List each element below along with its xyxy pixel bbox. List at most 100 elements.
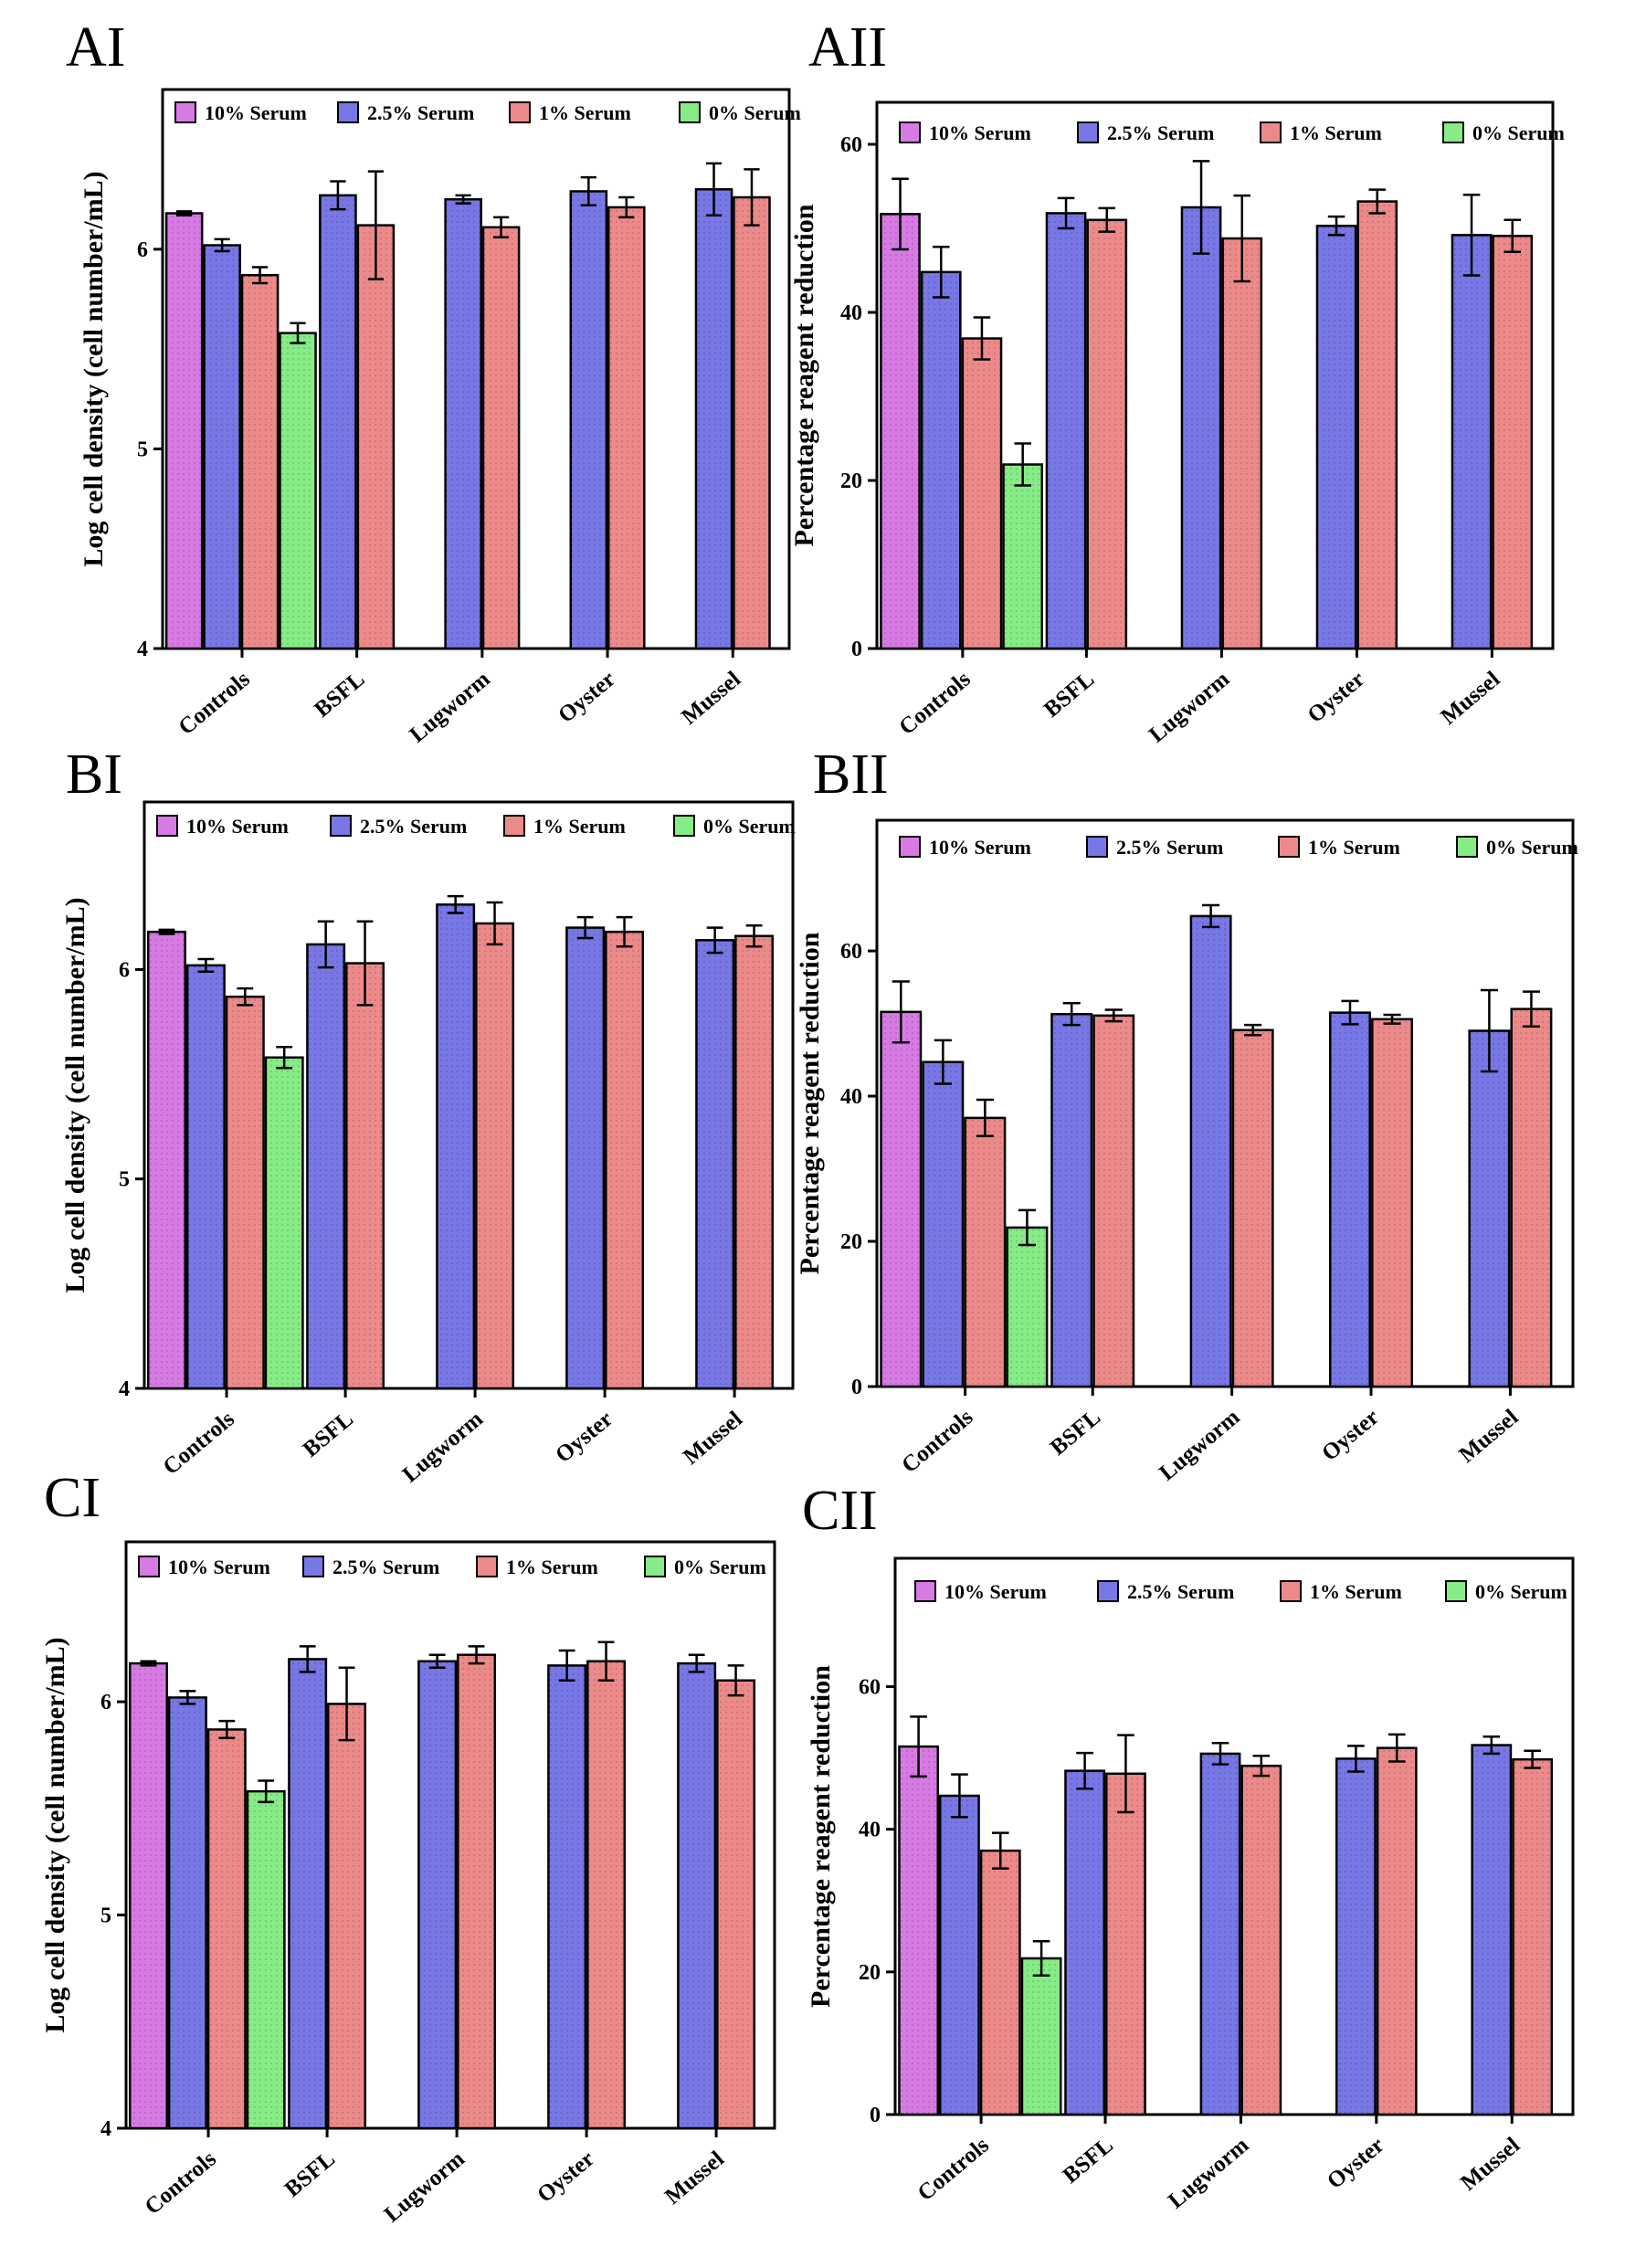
legend-swatch-0pct-serum [673, 815, 695, 837]
bar-texture [1511, 1008, 1552, 1387]
legend-swatch-2-5pct-serum [1077, 121, 1099, 143]
legend-swatch-1pct-serum [503, 815, 525, 837]
bar-texture [1469, 1030, 1510, 1387]
y-axis-label: Percentage reagent reduction [795, 932, 825, 1274]
bar-texture [587, 1661, 625, 2128]
bar-texture [566, 927, 604, 1388]
y-tick-label: 40 [859, 1819, 881, 1842]
y-axis-label: Percentage reagent reduction [806, 1665, 836, 2008]
group-bsfl: BSFL [1046, 1002, 1135, 1461]
legend-label-10pct-serum: 10% Serum [929, 836, 1031, 859]
bar-texture [1451, 235, 1492, 649]
x-tick-label: Lugworm [1145, 667, 1234, 748]
y-tick-label: 6 [137, 238, 148, 262]
bar-texture [899, 1746, 938, 2115]
legend-swatch-10pct-serum [899, 121, 921, 143]
y-tick-label: 60 [840, 940, 862, 964]
legend-label-1pct-serum: 1% Serum [533, 815, 626, 838]
bar-texture [1232, 1029, 1273, 1387]
x-tick-label: Oyster [551, 1407, 617, 1468]
bar-texture [166, 213, 203, 649]
group-controls: Controls [898, 1715, 1062, 2206]
legend-label-10pct-serum: 10% Serum [929, 121, 1031, 144]
bar-texture [208, 1729, 246, 2128]
bar-texture [735, 935, 773, 1388]
y-tick-label: 5 [119, 1168, 130, 1192]
x-tick-label: Oyster [1317, 1405, 1384, 1466]
panel-bi: BI 4 5 6 Log cell density (cell number/mL) Co… [60, 744, 796, 1487]
bar-texture [169, 1697, 206, 2128]
legend: 10% Serum 2.5% Serum 1% Serum 0% Serum [138, 1556, 766, 1578]
group-lugworm: Lugworm [398, 894, 515, 1488]
x-tick-label: Lugworm [398, 1407, 488, 1488]
legend-label-0pct-serum: 0% Serum [703, 815, 796, 838]
legend-label-2-5pct-serum: 2.5% Serum [332, 1556, 439, 1578]
group-oyster: Oyster [551, 915, 645, 1468]
bar-texture [548, 1665, 586, 2128]
legend-swatch-0pct-serum [1456, 836, 1478, 858]
bar-texture [962, 338, 1002, 649]
bar-texture [717, 1680, 754, 2128]
legend-label-10pct-serum: 10% Serum [186, 815, 289, 838]
bar-texture [1377, 1747, 1417, 2115]
bar-texture [1336, 1758, 1376, 2115]
bar-texture [328, 1704, 365, 2128]
bar-texture [881, 1011, 922, 1387]
y-tick-label: 60 [840, 133, 862, 157]
bar-texture [1493, 236, 1532, 649]
legend-swatch-10pct-serum [174, 101, 196, 123]
group-controls: Controls [129, 1660, 286, 2220]
bar-texture [1087, 219, 1126, 649]
group-mussel: Mussel [677, 162, 771, 730]
group-mussel: Mussel [1454, 988, 1553, 1468]
legend-label-0pct-serum: 0% Serum [674, 1556, 766, 1578]
bar-texture [1065, 1770, 1104, 2115]
bar-texture [608, 206, 645, 649]
legend-label-10pct-serum: 10% Serum [168, 1556, 270, 1578]
panel-cii: CII 0 20 40 60 Percentage reagent reduction Co… [802, 1480, 1575, 2213]
panel-aii: AII 0 20 40 60 Percentage reagent reduction Co… [789, 16, 1565, 747]
legend: 10% Serum 2.5% Serum 1% Serum 0% Serum [914, 1580, 1567, 1603]
x-tick-label: Mussel [1454, 1405, 1523, 1468]
legend-label-1pct-serum: 1% Serum [1310, 1580, 1402, 1603]
group-bsfl: BSFL [280, 1645, 367, 2202]
group-oyster: Oyster [1323, 1733, 1418, 2194]
x-tick-label: Controls [897, 1405, 978, 1478]
group-lugworm: Lugworm [380, 1645, 497, 2227]
group-controls: Controls [880, 177, 1044, 740]
y-axis-label: Log cell density (cell number/mL) [60, 897, 90, 1292]
x-tick-label: Mussel [1436, 667, 1504, 730]
x-tick-label: BSFL [310, 667, 369, 723]
legend-label-2-5pct-serum: 2.5% Serum [1127, 1580, 1234, 1603]
group-lugworm: Lugworm [1164, 1741, 1282, 2213]
y-tick-label: 0 [851, 1376, 862, 1399]
y-tick-label: 0 [870, 2104, 881, 2127]
x-tick-label: Oyster [533, 2147, 599, 2208]
bar-texture [265, 1057, 303, 1388]
group-lugworm: Lugworm [405, 194, 521, 747]
x-tick-label: BSFL [1039, 667, 1099, 723]
bar-texture [1181, 207, 1221, 649]
legend-swatch-1pct-serum [1280, 1580, 1302, 1602]
bar-texture [881, 214, 920, 649]
y-tick-label: 0 [851, 638, 862, 661]
bar-texture [346, 963, 384, 1388]
group-bsfl: BSFL [1039, 196, 1128, 723]
legend-label-1pct-serum: 1% Serum [506, 1556, 598, 1578]
y-tick-label: 6 [119, 958, 130, 982]
group-oyster: Oyster [533, 1640, 627, 2208]
legend: 10% Serum 2.5% Serum 1% Serum 0% Serum [174, 101, 801, 124]
legend-swatch-1pct-serum [1260, 121, 1282, 143]
x-tick-label: Lugworm [1155, 1405, 1244, 1486]
legend: 10% Serum 2.5% Serum 1% Serum 0% Serum [899, 121, 1565, 144]
legend-label-2-5pct-serum: 2.5% Serum [360, 815, 467, 838]
bar-texture [570, 191, 607, 649]
legend: 10% Serum 2.5% Serum 1% Serum 0% Serum [899, 836, 1578, 859]
group-controls: Controls [164, 210, 317, 740]
bar-texture [606, 932, 643, 1388]
group-bsfl: BSFL [299, 920, 385, 1462]
bar-texture [733, 197, 770, 649]
panel-bii: BII 0 20 40 60 Percentage reagent reduction Co… [795, 744, 1578, 1485]
y-tick-label: 40 [840, 301, 862, 325]
legend: 10% Serum 2.5% Serum 1% Serum 0% Serum [156, 815, 796, 838]
